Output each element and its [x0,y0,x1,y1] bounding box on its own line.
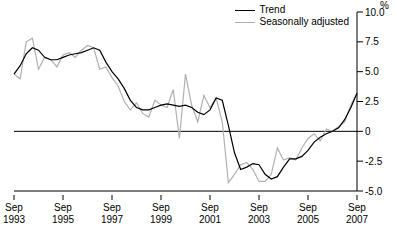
svg-text:7.5: 7.5 [365,36,379,47]
svg-text:Sep2001: Sep2001 [199,202,222,225]
svg-text:Sep1997: Sep1997 [101,202,124,225]
svg-text:Sep2003: Sep2003 [248,202,271,225]
svg-text:Sep1995: Sep1995 [52,202,75,225]
svg-text:Sep2005: Sep2005 [297,202,320,225]
svg-text:Sep1999: Sep1999 [150,202,173,225]
svg-text:-5.0: -5.0 [365,186,383,197]
svg-text:Sep1993: Sep1993 [8,202,26,225]
svg-text:Sep2007: Sep2007 [346,202,369,225]
svg-text:2.5: 2.5 [365,96,379,107]
svg-text:5.0: 5.0 [365,66,379,77]
html-text:Seasonally adjusted: Seasonally adjusted [259,16,349,27]
svg-text:10.0: 10.0 [365,6,385,18]
svg-text:0: 0 [365,126,371,137]
svg-text:-2.5: -2.5 [365,156,383,167]
html-text:Trend: Trend [259,4,286,15]
